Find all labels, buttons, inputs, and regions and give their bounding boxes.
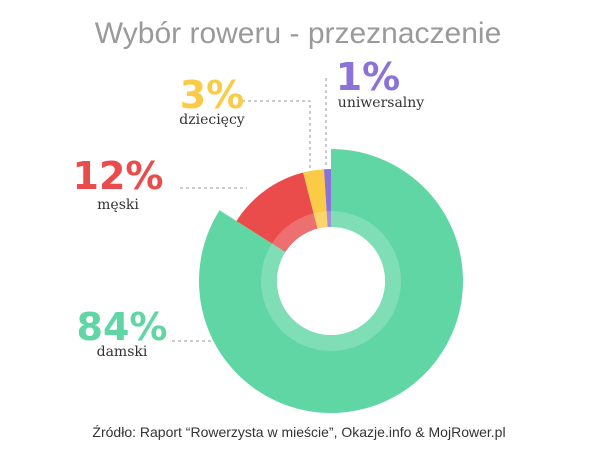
leader-line-dziecięcy (242, 100, 311, 170)
chart-title: Wybór roweru - przeznaczenie (95, 17, 502, 50)
percent-label-dziecięcy: 3% (180, 73, 245, 117)
leader-lines (172, 78, 327, 342)
donut-slices (199, 149, 463, 413)
slice-dziecięcy (303, 169, 328, 229)
slice-męski (236, 172, 318, 253)
category-label-damski: damski (97, 344, 148, 360)
slice-damski (199, 149, 463, 413)
donut-hole (277, 227, 385, 335)
slice-labels: 84%damski 12%męski 3%dziecięcy 1%uniwersaln… (73, 55, 425, 360)
category-label-uniwersalny: uniwersalny (338, 95, 424, 111)
category-label-dziecięcy: dziecięcy (179, 112, 245, 128)
percent-label-męski: 12% (73, 154, 164, 198)
percent-label-uniwersalny: 1% (336, 55, 401, 99)
slice-uniwersalny (323, 169, 331, 228)
percent-label-damski: 84% (77, 305, 168, 349)
source-note: Źródło: Raport “Rowerzysta w mieście”, O… (92, 424, 505, 440)
category-label-męski: męski (97, 197, 139, 213)
